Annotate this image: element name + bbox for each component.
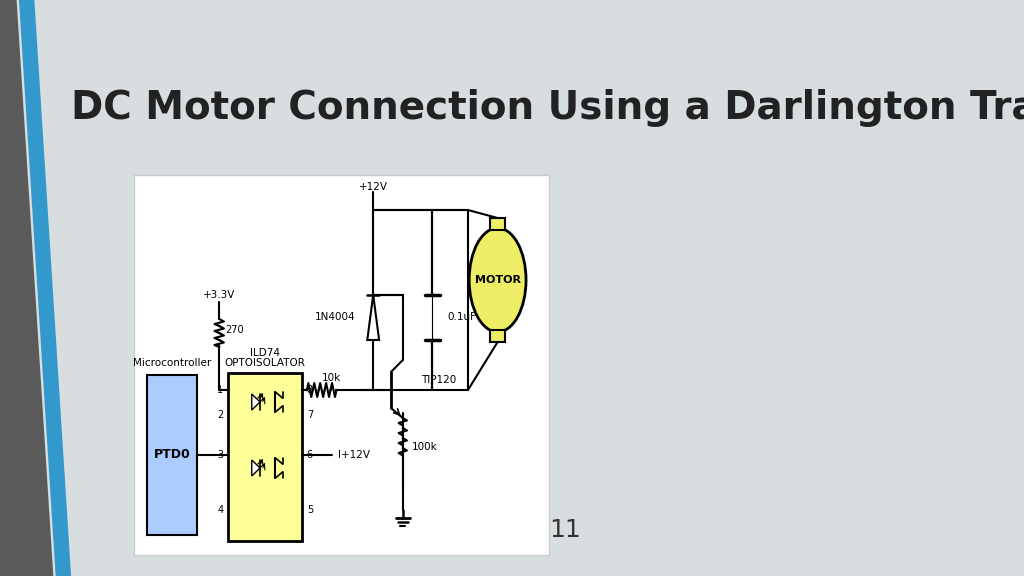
- Text: 6: 6: [307, 450, 313, 460]
- FancyBboxPatch shape: [490, 218, 505, 230]
- Text: +3.3V: +3.3V: [203, 290, 236, 300]
- FancyBboxPatch shape: [146, 375, 198, 535]
- Polygon shape: [252, 394, 260, 410]
- Text: 0.1uF: 0.1uF: [447, 313, 476, 323]
- FancyBboxPatch shape: [228, 373, 302, 541]
- Text: 2: 2: [217, 410, 223, 420]
- Text: 10k: 10k: [323, 373, 341, 383]
- Text: 5: 5: [307, 505, 313, 515]
- FancyBboxPatch shape: [490, 330, 505, 342]
- Text: TIP120: TIP120: [421, 375, 456, 385]
- Text: 270: 270: [225, 325, 244, 335]
- Text: 1: 1: [217, 385, 223, 395]
- Text: 11: 11: [549, 518, 581, 542]
- Text: Microcontroller: Microcontroller: [133, 358, 211, 368]
- Polygon shape: [0, 0, 53, 576]
- Text: OPTOISOLATOR: OPTOISOLATOR: [224, 358, 305, 368]
- Text: 8: 8: [307, 385, 313, 395]
- Text: ILD74: ILD74: [250, 348, 281, 358]
- Text: 4: 4: [217, 505, 223, 515]
- Text: I+12V: I+12V: [338, 450, 370, 460]
- Polygon shape: [252, 460, 260, 476]
- FancyBboxPatch shape: [134, 175, 549, 555]
- Text: 100k: 100k: [412, 441, 437, 452]
- Polygon shape: [19, 0, 71, 576]
- Text: PTD0: PTD0: [154, 449, 190, 461]
- Text: 3: 3: [217, 450, 223, 460]
- Ellipse shape: [469, 228, 526, 332]
- Polygon shape: [368, 295, 379, 340]
- Text: DC Motor Connection Using a Darlington Transistor: DC Motor Connection Using a Darlington T…: [71, 89, 1024, 127]
- Text: +12V: +12V: [358, 182, 388, 192]
- Text: MOTOR: MOTOR: [474, 275, 520, 285]
- Text: 1N4004: 1N4004: [314, 313, 355, 323]
- Text: 7: 7: [307, 410, 313, 420]
